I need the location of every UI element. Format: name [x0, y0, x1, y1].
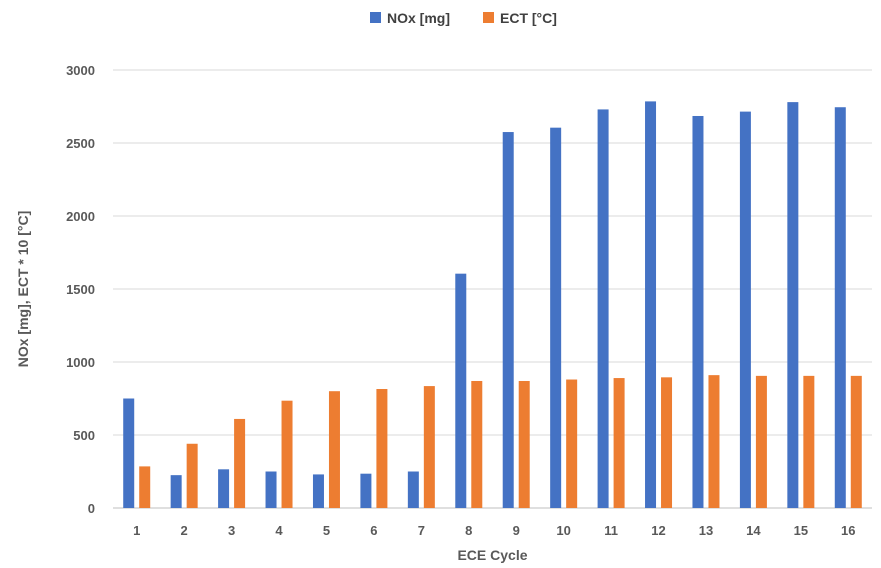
nox-bar: [407, 471, 419, 508]
x-tick-label: 6: [370, 523, 377, 538]
ect-bar: [803, 375, 815, 508]
x-tick-label: 14: [746, 523, 761, 538]
legend: NOx [mg] ECT [°C]: [370, 10, 557, 26]
ect-bar: [186, 443, 198, 508]
x-tick-label: 7: [418, 523, 425, 538]
y-axis-ticks: 0 500 1000 1500 2000 2500 3000: [66, 63, 95, 516]
ect-bar: [139, 466, 151, 508]
ect-bar: [376, 389, 388, 508]
y-tick-label: 500: [73, 428, 95, 443]
ect-bar: [518, 380, 530, 508]
nox-bar: [787, 102, 799, 509]
nox-bar: [692, 115, 704, 509]
ect-bar: [613, 378, 625, 508]
nox-bar: [123, 398, 135, 508]
y-tick-label: 0: [88, 501, 95, 516]
ect-bar: [708, 375, 720, 508]
x-tick-label: 13: [699, 523, 713, 538]
x-tick-label: 1: [133, 523, 140, 538]
ect-bar: [850, 375, 862, 508]
nox-bar: [502, 132, 514, 509]
x-tick-label: 10: [556, 523, 570, 538]
nox-bar: [312, 474, 324, 508]
y-tick-label: 1000: [66, 355, 95, 370]
x-tick-label: 16: [841, 523, 855, 538]
x-tick-label: 9: [513, 523, 520, 538]
nox-bar: [550, 127, 562, 509]
ect-bar: [423, 386, 435, 508]
legend-swatch: [483, 12, 494, 23]
x-tick-label: 5: [323, 523, 330, 538]
x-tick-label: 4: [275, 523, 283, 538]
ect-bar: [755, 375, 767, 508]
nox-bar: [360, 473, 372, 508]
ect-bar: [234, 418, 246, 508]
y-tick-label: 2000: [66, 209, 95, 224]
ect-bar: [281, 400, 293, 508]
nox-bar: [170, 475, 182, 508]
legend-label: NOx [mg]: [387, 10, 450, 26]
nox-bar: [597, 109, 609, 509]
ect-bar: [661, 377, 673, 508]
nox-bar: [218, 469, 230, 508]
legend-label: ECT [°C]: [500, 10, 557, 26]
nox-bar: [645, 101, 657, 508]
legend-swatch: [370, 12, 381, 23]
x-tick-label: 8: [465, 523, 472, 538]
y-axis-title: NOx [mg], ECT * 10 [°C]: [15, 211, 31, 368]
y-tick-label: 3000: [66, 63, 95, 78]
nox-bar: [455, 273, 467, 508]
y-tick-label: 2500: [66, 136, 95, 151]
x-axis-ticks: 1 2 3 4 5 6 7 8 9 10 11 12 13 14 15 16: [133, 523, 855, 538]
nox-bar: [834, 107, 846, 508]
bars: [123, 101, 862, 509]
x-tick-label: 2: [181, 523, 188, 538]
x-tick-label: 15: [794, 523, 808, 538]
x-tick-label: 11: [604, 523, 618, 538]
x-tick-label: 12: [651, 523, 665, 538]
ect-bar: [566, 379, 578, 508]
x-axis-title: ECE Cycle: [457, 547, 527, 563]
x-tick-label: 3: [228, 523, 235, 538]
ect-bar: [328, 391, 340, 508]
nox-bar: [739, 111, 751, 509]
nox-bar: [265, 471, 277, 508]
ect-bar: [471, 380, 483, 508]
y-tick-label: 1500: [66, 282, 95, 297]
